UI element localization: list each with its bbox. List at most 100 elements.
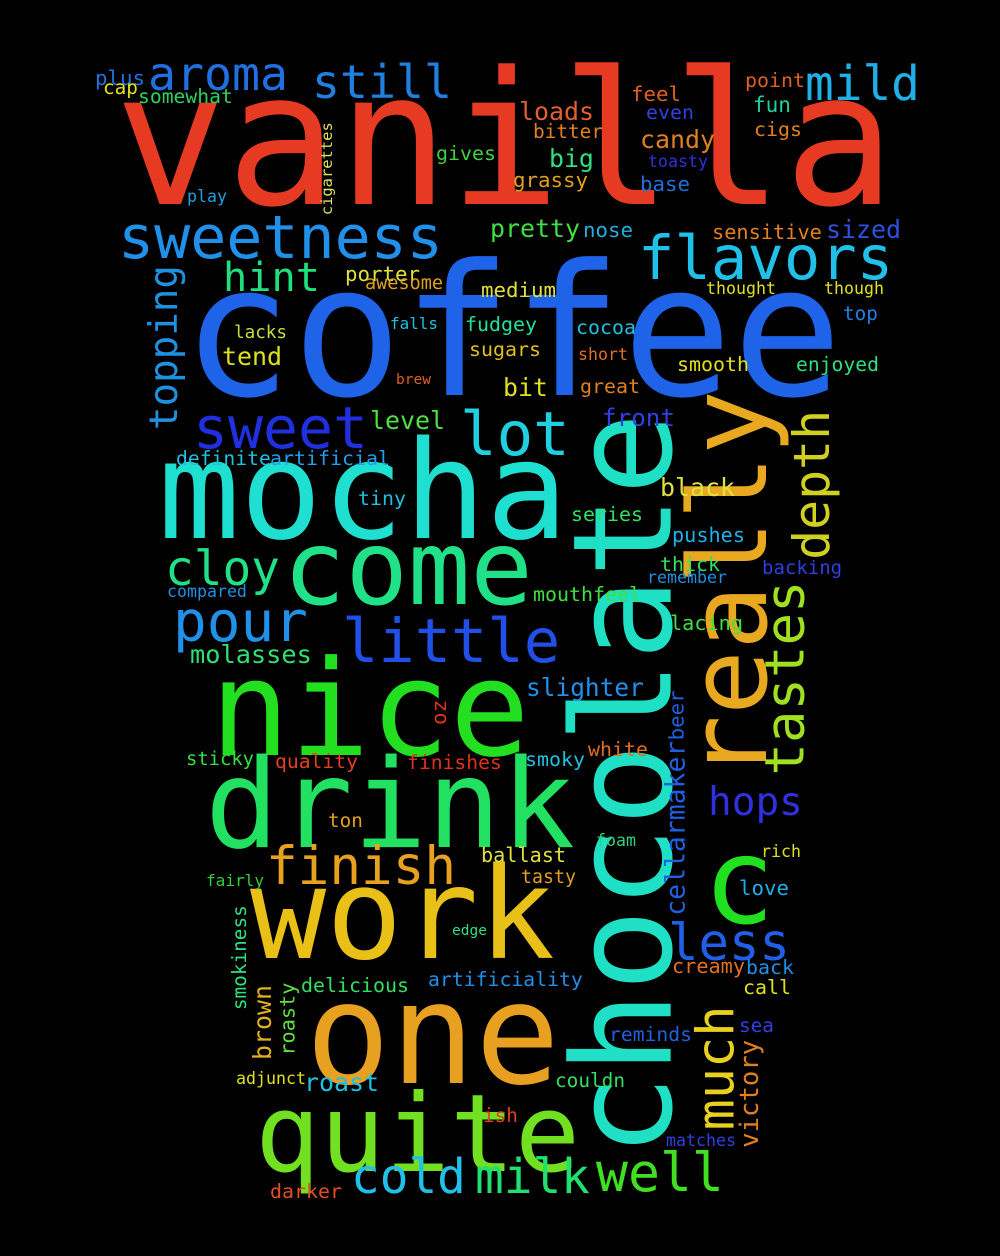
word-front: front (602, 403, 675, 432)
word-hint: hint (223, 255, 320, 301)
word-base: base (640, 171, 690, 196)
word-fairly: fairly (206, 871, 265, 890)
word-black: black (660, 472, 735, 502)
word-point: point (745, 69, 805, 92)
word-oz: oz (426, 699, 451, 725)
word-creamy: creamy (672, 954, 745, 978)
word-pretty: pretty (490, 214, 581, 243)
word-aroma: aroma (148, 47, 288, 101)
word-mocha: mocha (158, 413, 569, 571)
word-though: though (824, 278, 884, 298)
word-sea: sea (739, 1013, 774, 1037)
word-thought: thought (706, 278, 776, 298)
word-slighter: slighter (526, 673, 644, 702)
word-awesome: awesome (365, 272, 444, 294)
word-artificiality: artificiality (428, 968, 583, 991)
word-toasty: toasty (648, 152, 708, 171)
word-fudgey: fudgey (465, 312, 538, 336)
word-love: love (739, 875, 789, 900)
word-depth: depth (782, 409, 841, 560)
word-lacing: lacing (670, 611, 743, 635)
word-cellarmaker: cellarmaker (660, 740, 692, 916)
word-enjoyed: enjoyed (796, 353, 879, 376)
word-mouthfeel: mouthfeel (533, 583, 641, 606)
word-beer: beer (664, 689, 689, 740)
word-bitter: bitter (533, 119, 603, 143)
word-artificial: artificial (270, 447, 390, 470)
word-lacks: lacks (234, 323, 288, 343)
word-smokiness: smokiness (227, 905, 251, 1011)
word-tiny: tiny (358, 487, 406, 510)
word-feel: feel (631, 81, 681, 106)
word-coffee: coffee (182, 225, 843, 439)
word-remember: remember (647, 568, 727, 587)
word-topping: topping (141, 265, 187, 431)
word-cigs: cigs (754, 118, 802, 141)
word-thick: thick (660, 553, 720, 576)
word-mild: mild (805, 56, 920, 112)
word-ballast: ballast (481, 843, 567, 867)
word-cold: cold (351, 1150, 466, 1205)
word-big: big (549, 144, 594, 173)
word-well: well (596, 1141, 724, 1204)
word-roasty: roasty (274, 982, 299, 1056)
word-medium: medium (481, 277, 557, 302)
word-pushes: pushes (672, 523, 745, 547)
word-smooth: smooth (677, 352, 750, 376)
word-brown: brown (247, 984, 277, 1060)
word-vanilla: vanilla (114, 31, 896, 248)
word-delicious: delicious (301, 974, 409, 997)
word-brew: brew (396, 372, 431, 388)
word-roast: roast (304, 1067, 379, 1097)
word-even: even (646, 101, 694, 124)
word-pour: pour (173, 589, 308, 655)
word-cloy: cloy (165, 542, 280, 597)
word-sticky: sticky (186, 748, 255, 770)
word-less: less (668, 912, 790, 972)
word-back: back (746, 956, 794, 979)
word-tend: tend (222, 342, 282, 371)
word-bit: bit (503, 373, 548, 402)
word-hops: hops (708, 778, 803, 825)
word-sized: sized (826, 215, 901, 244)
word-nice: nice (210, 632, 530, 787)
word-falls: falls (390, 314, 438, 333)
word-milk: milk (475, 1150, 590, 1205)
word-reminds: reminds (609, 1023, 692, 1046)
word-darker: darker (270, 1179, 343, 1203)
word-somewhat: somewhat (138, 85, 233, 108)
word-drink: drink (205, 732, 575, 876)
word-finishes: finishes (407, 751, 502, 774)
word-adjunct: adjunct (236, 1069, 306, 1088)
word-gives: gives (436, 142, 496, 165)
word-grassy: grassy (513, 167, 589, 192)
word-call: call (743, 976, 791, 999)
word-couldn: couldn (555, 1068, 625, 1092)
word-candy: candy (640, 125, 715, 154)
word-sweet: sweet (193, 393, 368, 462)
word-victory: victory (735, 1039, 766, 1148)
word-great: great (580, 375, 640, 398)
word-smoky: smoky (525, 748, 585, 771)
word-c: c (703, 813, 775, 952)
word-play: play (187, 186, 227, 206)
word-tastes: tastes (753, 579, 817, 776)
word-series: series (571, 502, 644, 526)
word-loads: loads (519, 97, 594, 126)
word-backing: backing (762, 556, 843, 579)
word-edge: edge (452, 922, 487, 939)
word-white: white (588, 738, 648, 761)
word-sugars: sugars (469, 337, 542, 361)
word-molasses: molasses (190, 639, 312, 669)
word-tasty: tasty (521, 867, 576, 888)
word-ish: ish (483, 1103, 518, 1127)
word-quite: quite (255, 1072, 581, 1197)
word-level: level (370, 405, 445, 435)
word-rich: rich (761, 841, 801, 861)
word-porter: porter (345, 261, 421, 286)
word-top: top (843, 301, 878, 325)
word-come: come (283, 509, 533, 629)
word-sensitive: sensitive (712, 220, 822, 244)
word-one: one (305, 952, 560, 1117)
